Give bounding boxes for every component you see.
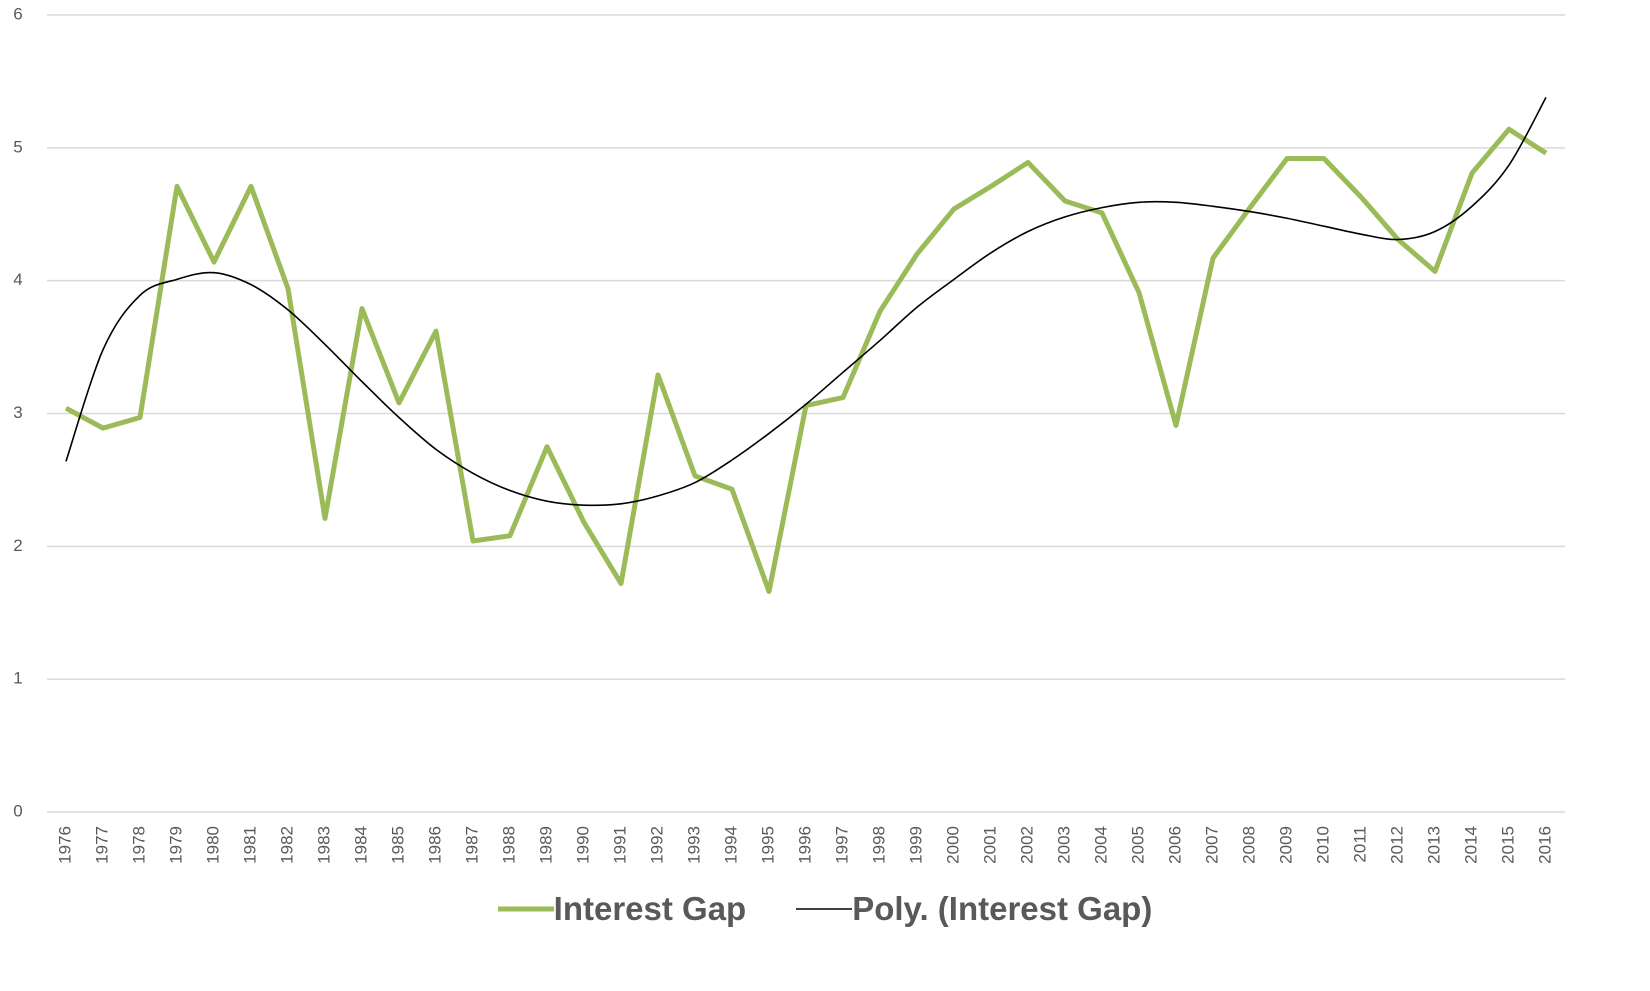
x-tick-label: 1995 [758, 826, 777, 864]
x-tick-label: 1980 [203, 826, 222, 864]
x-tick-label: 1984 [351, 826, 370, 864]
x-tick-label: 2016 [1535, 826, 1554, 864]
chart: 0 1 2 3 4 5 6 1976 1977 1978 1979 1980 1981 1982 1983 1… [13, 4, 1565, 864]
legend-item: Poly. (Interest Gap) [796, 890, 1152, 928]
x-tick-label: 2008 [1239, 826, 1258, 864]
x-tick-label: 2005 [1128, 826, 1147, 864]
x-tick-label: 1982 [277, 826, 296, 864]
x-tick-label: 1991 [610, 826, 629, 864]
x-tick-label: 2000 [943, 826, 962, 864]
x-tick-label: 1992 [647, 826, 666, 864]
x-tick-label: 2010 [1313, 826, 1332, 864]
x-tick-label: 1988 [499, 826, 518, 864]
x-tick-label: 2013 [1424, 826, 1443, 864]
x-tick-label: 2002 [1017, 826, 1036, 864]
x-tick-label: 2015 [1498, 826, 1517, 864]
x-tick-label: 1981 [240, 826, 259, 864]
x-tick-label: 1996 [795, 826, 814, 864]
x-tick-label: 2004 [1091, 826, 1110, 864]
legend-swatch [497, 906, 554, 912]
legend-label: Interest Gap [553, 890, 747, 927]
x-tick-label: 1978 [129, 826, 148, 864]
x-tick-label: 2009 [1276, 826, 1295, 864]
y-tick-label: 1 [13, 669, 22, 688]
y-tick-label: 3 [13, 403, 22, 422]
x-tick-label: 2007 [1202, 826, 1221, 864]
x-tick-label: 1983 [314, 826, 333, 864]
x-tick-label: 1986 [425, 826, 444, 864]
x-tick-label: 2011 [1350, 826, 1369, 863]
series-line [64, 126, 1548, 594]
x-tick-label: 1989 [536, 826, 555, 864]
x-tick-label: 1976 [55, 826, 74, 864]
x-tick-label: 2001 [980, 826, 999, 864]
y-tick-label: 4 [13, 270, 22, 289]
x-tick-label: 1999 [906, 826, 925, 864]
x-tick-label: 1987 [462, 826, 481, 864]
x-tick-label: 1994 [721, 826, 740, 864]
x-tick-label: 1993 [684, 826, 703, 864]
x-tick-label: 1985 [388, 826, 407, 864]
series-line [65, 96, 1547, 507]
legend-item: Interest Gap [497, 890, 747, 928]
y-tick-label: 5 [13, 137, 22, 156]
x-tick-label: 2006 [1165, 826, 1184, 864]
x-tick-label: 2012 [1387, 826, 1406, 864]
x-tick-label: 2003 [1054, 826, 1073, 864]
x-tick-label: 1990 [573, 826, 592, 864]
legend-swatch [796, 908, 853, 910]
y-tick-label: 6 [13, 4, 22, 23]
x-tick-label: 1977 [92, 826, 111, 864]
x-tick-label: 2014 [1461, 826, 1480, 864]
y-tick-label: 0 [13, 801, 22, 820]
legend: Interest Gap Poly. (Interest Gap) [0, 890, 1650, 928]
legend-label: Poly. (Interest Gap) [852, 890, 1153, 927]
y-tick-label: 2 [13, 536, 22, 555]
x-tick-label: 1998 [869, 826, 888, 864]
x-tick-label: 1997 [832, 826, 851, 864]
x-tick-label: 1979 [166, 826, 185, 864]
